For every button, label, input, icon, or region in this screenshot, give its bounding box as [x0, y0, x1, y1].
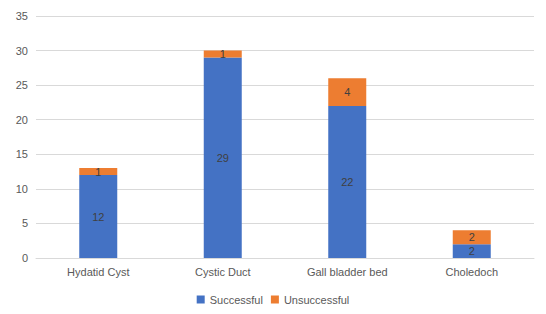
svg-text:1: 1	[220, 48, 226, 60]
svg-text:35: 35	[16, 10, 28, 22]
svg-text:Choledoch: Choledoch	[445, 266, 498, 278]
svg-text:Cystic Duct: Cystic Duct	[195, 266, 251, 278]
svg-text:22: 22	[341, 176, 353, 188]
svg-text:Hydatid Cyst: Hydatid Cyst	[67, 266, 129, 278]
svg-text:12: 12	[92, 211, 104, 223]
svg-text:1: 1	[95, 166, 101, 178]
svg-text:Gall bladder bed: Gall bladder bed	[307, 266, 388, 278]
svg-text:2: 2	[469, 245, 475, 257]
svg-text:29: 29	[217, 152, 229, 164]
svg-text:25: 25	[16, 79, 28, 91]
svg-text:2: 2	[469, 231, 475, 243]
svg-text:Unsuccessful: Unsuccessful	[284, 294, 349, 306]
svg-text:15: 15	[16, 148, 28, 160]
svg-text:30: 30	[16, 45, 28, 57]
svg-text:5: 5	[22, 217, 28, 229]
svg-text:10: 10	[16, 183, 28, 195]
svg-text:4: 4	[344, 86, 350, 98]
svg-text:Successful: Successful	[210, 294, 263, 306]
svg-text:20: 20	[16, 114, 28, 126]
svg-text:0: 0	[22, 252, 28, 264]
